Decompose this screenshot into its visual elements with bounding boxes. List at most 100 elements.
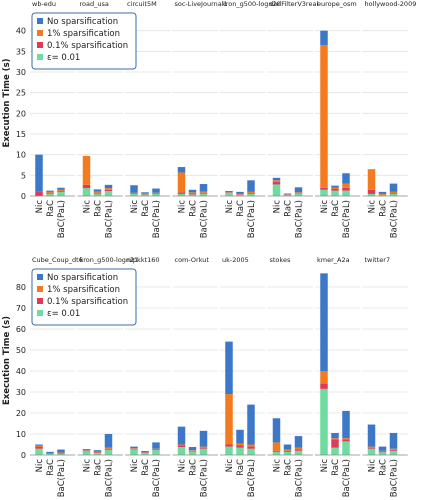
panel-background — [172, 266, 218, 455]
bar-segment-orange — [247, 444, 255, 447]
x-tick-label: Nic — [178, 200, 188, 214]
bar-segment-green — [283, 195, 292, 196]
bar-segment-orange — [57, 189, 65, 192]
legend-entry: ε= 0.01 — [47, 309, 80, 319]
bar-segment-blue — [46, 451, 54, 454]
panel-title: wb-edu — [32, 0, 56, 8]
bar-segment-blue — [342, 173, 350, 184]
bar-segment-green — [342, 190, 350, 196]
bar-segment-green — [378, 452, 387, 455]
x-tick-label: RaC — [236, 459, 246, 476]
bar-segment-blue — [331, 185, 339, 188]
bar-segment-green — [331, 447, 339, 455]
bar-segment-green — [130, 449, 138, 455]
bar-segment-green — [152, 450, 160, 455]
x-tick-label: Nic — [83, 459, 93, 473]
legend-swatch — [37, 30, 43, 36]
legend-entry: 0.1% sparsification — [47, 297, 128, 307]
bar-segment-red — [367, 447, 376, 449]
bar-segment-blue — [130, 446, 138, 449]
bar-segment-red — [272, 450, 281, 452]
bar-segment-blue — [57, 449, 65, 453]
bar-segment-green — [236, 447, 244, 455]
x-tick-label: BaC(PaL) — [295, 200, 305, 238]
bar-segment-green — [57, 453, 65, 455]
bar-segment-green — [152, 193, 160, 196]
x-tick-label: BaC(PaL) — [295, 459, 305, 497]
panel-uk-2005: uk-2005 Nic RaC BaC(PaL) — [220, 256, 266, 497]
bar-segment-blue — [389, 432, 398, 449]
bar-segment-green — [82, 188, 91, 196]
bar-segment-red — [130, 448, 138, 450]
bar-segment-orange — [342, 183, 350, 188]
bar-segment-orange — [389, 448, 398, 450]
legend-entry: 1% sparsification — [47, 29, 120, 39]
y-tick-label: 50 — [16, 346, 26, 355]
x-tick-label: BaC(PaL) — [152, 459, 162, 497]
panel-title: kmer_A2a — [317, 256, 350, 264]
legend-entry: 0.1% sparsification — [47, 41, 128, 51]
panel-dielFilterV3real: dielFilterV3real Nic RaC BaC(PaL) — [267, 0, 318, 238]
bar-segment-green — [247, 193, 255, 196]
y-tick-label: 25 — [16, 89, 26, 98]
bar-segment-red — [46, 192, 54, 194]
bar-segment-blue — [342, 410, 350, 439]
x-tick-label: Nic — [368, 459, 378, 473]
bar-segment-blue — [378, 446, 387, 451]
x-tick-label: RaC — [379, 459, 389, 476]
panel-title: circuit5M — [127, 0, 157, 8]
bar-segment-red — [389, 449, 398, 451]
bar-segment-blue — [141, 451, 149, 453]
bar-segment-orange — [152, 448, 160, 450]
x-tick-label: BaC(PaL) — [342, 459, 352, 497]
legend-swatch — [37, 42, 43, 48]
panel-title: Cube_Coup_dt6 — [32, 256, 83, 264]
bar-segment-red — [130, 192, 138, 194]
bar-segment-green — [82, 451, 91, 455]
bar-segment-green — [141, 194, 149, 196]
x-tick-label: BaC(PaL) — [342, 200, 352, 238]
bar-segment-blue — [272, 177, 281, 181]
x-tick-label: RaC — [189, 200, 199, 217]
x-tick-label: RaC — [236, 200, 246, 217]
bar-segment-red — [199, 447, 208, 449]
bar-segment-green — [177, 447, 186, 455]
bar-segment-red — [247, 446, 255, 449]
bar-segment-red — [188, 450, 197, 452]
bar-segment-orange — [320, 371, 328, 384]
legend-entry: 1% sparsification — [47, 285, 120, 295]
x-tick-label: BaC(PaL) — [152, 200, 162, 238]
bar-segment-red — [104, 448, 113, 450]
bar-segment-orange — [389, 191, 398, 194]
bar-segment-orange — [378, 193, 387, 195]
bar-segment-blue — [35, 154, 43, 192]
bar-segment-orange — [294, 447, 303, 450]
y-tick-label: 80 — [16, 283, 26, 292]
bar-segment-red — [283, 450, 292, 452]
bar-segment-blue — [331, 432, 339, 439]
x-tick-label: BaC(PaL) — [105, 200, 115, 238]
x-tick-label: Nic — [225, 459, 235, 473]
bar-segment-orange — [272, 442, 281, 451]
y-tick-label: 40 — [16, 367, 26, 376]
bar-segment-green — [225, 193, 233, 196]
bar-segment-green — [130, 193, 138, 196]
bar-segment-red — [188, 193, 197, 195]
panel-background — [267, 10, 313, 196]
x-tick-label: RaC — [141, 200, 151, 217]
x-tick-label: Nic — [320, 200, 330, 214]
bar-segment-blue — [35, 444, 43, 446]
bar-segment-orange — [294, 192, 303, 194]
bar-segment-blue — [177, 167, 186, 173]
bar-segment-orange — [378, 450, 387, 452]
panel-title: twitter7 — [365, 256, 391, 264]
x-tick-label: RaC — [189, 459, 199, 476]
bar-segment-red — [57, 453, 65, 454]
bar-segment-red — [367, 189, 376, 194]
bar-segment-blue — [177, 426, 186, 445]
bar-segment-orange — [320, 45, 328, 188]
bar-segment-blue — [199, 184, 208, 192]
bar-segment-green — [46, 453, 54, 455]
y-tick-label: 15 — [16, 130, 26, 139]
